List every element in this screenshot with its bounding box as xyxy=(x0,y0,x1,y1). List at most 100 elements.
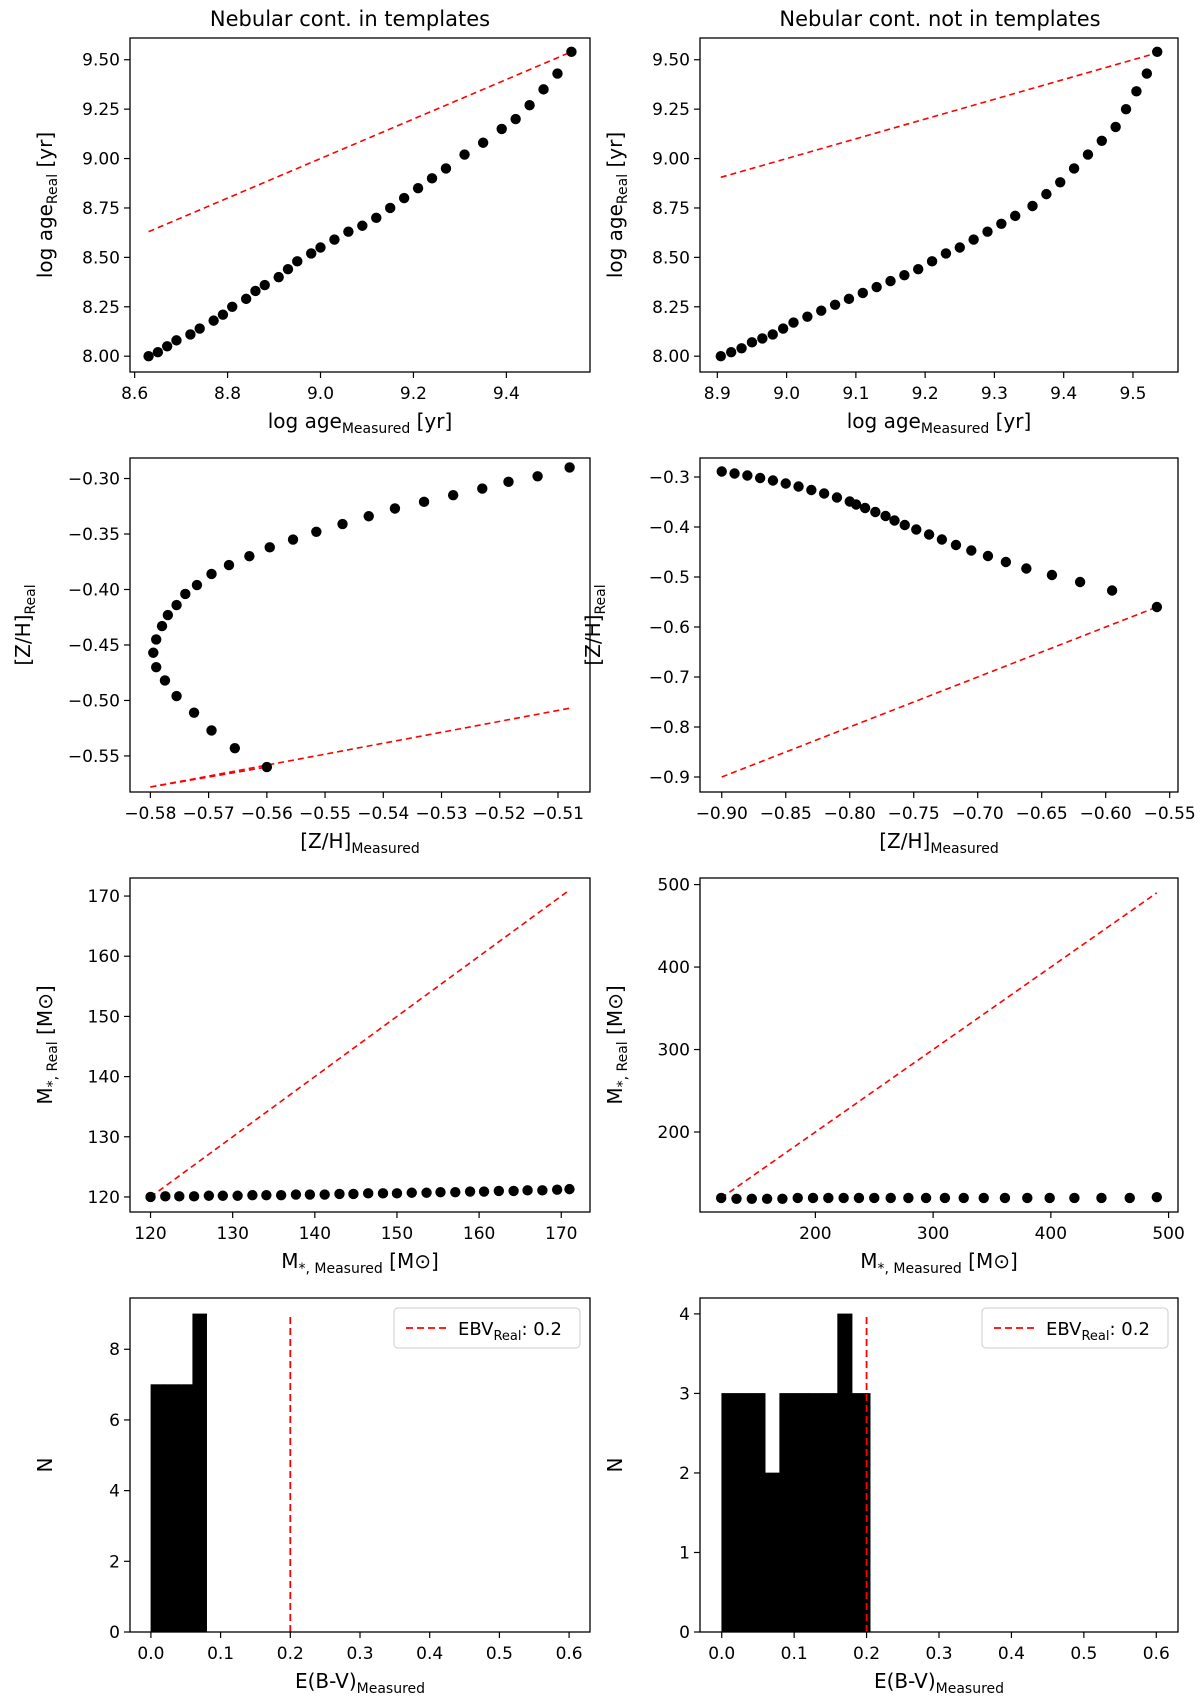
data-point xyxy=(1151,601,1163,613)
y-tick-label: 8.25 xyxy=(82,298,120,318)
y-tick-label: 9.00 xyxy=(82,150,120,170)
data-point xyxy=(391,1188,403,1199)
panel-mass_in: 120 130 140 150 160 170120130140150160170M*, … xyxy=(33,877,591,1277)
data-point xyxy=(496,123,507,135)
x-tick-label: 0.3 xyxy=(925,1644,952,1664)
legend-label-sub: Real xyxy=(1081,1329,1109,1344)
y-tick-label: 8.00 xyxy=(652,347,690,367)
data-point xyxy=(478,1186,490,1197)
data-point xyxy=(240,293,252,305)
x-axis-label-sub: *, Measured xyxy=(877,1261,961,1277)
x-tick-label: 9.3 xyxy=(981,384,1008,404)
y-tick-label: −0.8 xyxy=(649,718,690,738)
data-point xyxy=(936,534,948,545)
data-point xyxy=(923,529,935,540)
x-tick-label: 170 xyxy=(545,1224,577,1244)
data-point xyxy=(1041,188,1052,200)
data-point xyxy=(343,226,354,237)
data-point xyxy=(227,301,238,312)
data-point xyxy=(510,113,521,125)
data-point xyxy=(746,1193,758,1205)
data-point xyxy=(792,1192,803,1204)
x-axis-label-sub: Measured xyxy=(921,421,989,437)
data-point xyxy=(440,163,452,174)
data-point xyxy=(151,661,162,673)
data-point xyxy=(477,137,489,148)
panel-metal_out: −0.90 −0.85 −0.80 −0.75 −0.70 −0.65 −0.60 −0.55… xyxy=(581,457,1196,857)
data-point xyxy=(171,690,182,702)
axes-frame xyxy=(699,1297,1179,1633)
identity-line xyxy=(720,892,1158,1199)
data-point xyxy=(229,742,241,754)
y-tick-label: −0.40 xyxy=(68,580,120,600)
histogram-bar xyxy=(192,1313,207,1633)
data-point xyxy=(385,202,396,214)
y-tick-label: −0.7 xyxy=(649,668,690,688)
data-point xyxy=(982,226,993,237)
histogram-bar xyxy=(178,1384,194,1633)
data-point xyxy=(850,499,862,510)
legend-label-value: : 0.2 xyxy=(522,1319,562,1340)
data-point xyxy=(853,1192,865,1204)
histogram-bar xyxy=(750,1393,766,1633)
data-point xyxy=(261,761,273,773)
data-point xyxy=(1021,563,1032,574)
data-point xyxy=(1151,1191,1163,1203)
data-point xyxy=(1106,585,1118,596)
data-point xyxy=(329,234,340,245)
legend-label-value: : 0.2 xyxy=(1110,1319,1150,1340)
x-axis-label: log ageMeasured [yr] xyxy=(847,409,1032,437)
data-point xyxy=(889,515,900,526)
y-tick-label: 9.00 xyxy=(652,150,690,170)
y-axis-label-main: [Z/H] xyxy=(581,615,605,666)
x-axis-label-main: log age xyxy=(847,409,921,433)
y-axis-label: [Z/H]Real xyxy=(581,584,609,665)
x-tick-label: 300 xyxy=(917,1224,949,1244)
data-point xyxy=(377,1188,389,1199)
data-point xyxy=(217,309,229,320)
data-point xyxy=(371,212,382,224)
data-point xyxy=(823,1192,834,1204)
data-point xyxy=(287,534,299,545)
data-point xyxy=(532,471,543,482)
data-point xyxy=(348,1188,359,1200)
data-point xyxy=(806,484,817,496)
x-tick-label: 9.0 xyxy=(307,384,334,404)
x-axis-label-unit: [M⊙] xyxy=(962,1249,1018,1273)
data-point xyxy=(363,1188,374,1199)
y-tick-label: 8.00 xyxy=(82,347,120,367)
data-point xyxy=(807,1192,819,1204)
x-axis-label: E(B-V)Measured xyxy=(295,1669,425,1697)
x-axis-label: M*, Measured [M⊙] xyxy=(860,1249,1018,1277)
y-tick-label: 8.50 xyxy=(652,248,690,268)
data-point xyxy=(315,242,326,253)
data-point xyxy=(857,287,868,299)
x-tick-label: 0.0 xyxy=(708,1644,735,1664)
y-tick-label: 130 xyxy=(88,1128,120,1148)
identity-line xyxy=(150,707,570,788)
data-point xyxy=(715,350,726,362)
data-point xyxy=(552,68,563,79)
y-tick-label: 8.25 xyxy=(652,298,690,318)
x-tick-label: 130 xyxy=(216,1224,248,1244)
y-tick-label: 8.75 xyxy=(652,199,690,219)
x-axis-label: [Z/H]Measured xyxy=(300,829,419,857)
data-point xyxy=(793,481,804,492)
x-tick-label: −0.52 xyxy=(474,804,526,824)
data-point xyxy=(232,1190,243,1201)
data-point xyxy=(1069,1192,1080,1204)
x-tick-label: −0.55 xyxy=(1144,804,1196,824)
data-point xyxy=(273,271,284,283)
x-tick-label: 0.4 xyxy=(416,1644,443,1664)
y-axis-label-unit: [yr] xyxy=(603,132,627,174)
data-point xyxy=(203,1190,215,1201)
data-point xyxy=(818,488,830,499)
axes-frame xyxy=(699,37,1179,373)
data-point xyxy=(217,1190,229,1201)
data-point xyxy=(742,470,753,481)
y-axis-label-main: M xyxy=(603,1087,627,1104)
data-point xyxy=(156,620,168,632)
y-tick-label: −0.30 xyxy=(68,470,120,490)
x-tick-label: −0.70 xyxy=(952,804,1004,824)
histogram-bar xyxy=(851,1393,871,1633)
